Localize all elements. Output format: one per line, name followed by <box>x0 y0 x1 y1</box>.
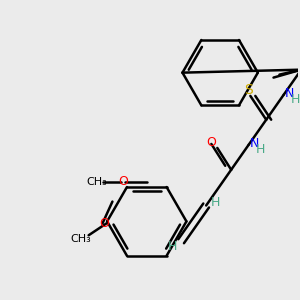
Text: H: H <box>210 196 220 209</box>
Text: O: O <box>118 175 128 188</box>
Text: O: O <box>206 136 216 149</box>
Text: N: N <box>285 87 294 100</box>
Text: H: H <box>256 143 265 156</box>
Text: H: H <box>291 93 300 106</box>
Text: H: H <box>167 240 177 253</box>
Text: O: O <box>100 217 110 230</box>
Text: CH₃: CH₃ <box>87 177 108 187</box>
Text: N: N <box>250 137 259 150</box>
Text: CH₃: CH₃ <box>70 234 91 244</box>
Text: S: S <box>244 83 253 97</box>
